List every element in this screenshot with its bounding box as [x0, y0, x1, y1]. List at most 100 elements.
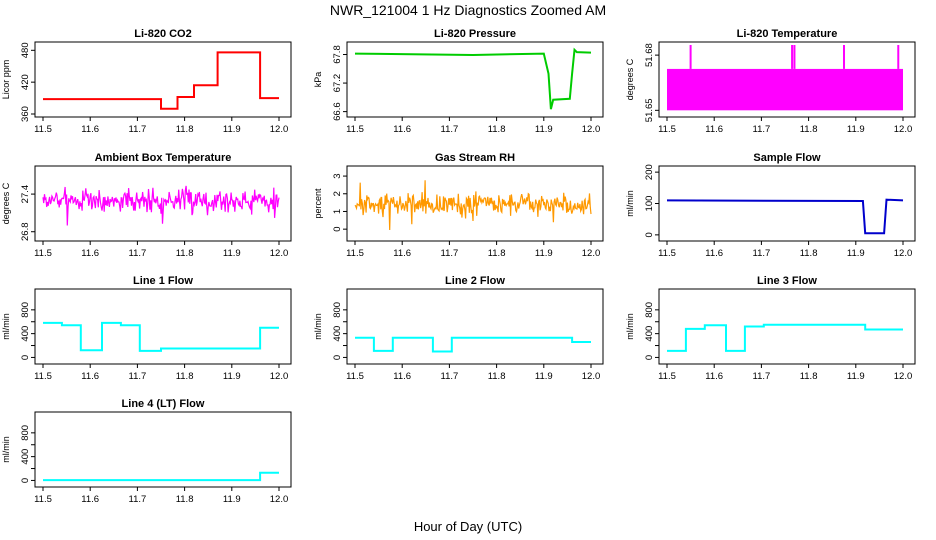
panel-title: Line 4 (LT) Flow [122, 398, 205, 410]
x-tick-label: 11.7 [441, 124, 459, 135]
y-tick-label: 0 [20, 355, 31, 360]
x-tick-label: 11.9 [535, 371, 553, 382]
x-tick-label: 11.9 [223, 124, 241, 135]
x-tick-label: 11.6 [393, 371, 411, 382]
y-tick-label: 1 [332, 209, 343, 214]
y-axis-label: degrees C [625, 58, 635, 100]
plot-frame [658, 288, 916, 365]
x-tick-label: 11.5 [346, 124, 364, 135]
x-tick-label: 11.7 [129, 124, 147, 135]
y-tick-label: 67.2 [332, 74, 343, 93]
y-axis-label: ml/min [313, 313, 323, 340]
y-axis-label: ml/min [625, 313, 635, 340]
plot-frame [34, 411, 292, 488]
y-tick-label: 420 [20, 74, 31, 90]
y-tick-label: 27.4 [20, 185, 31, 204]
y-tick-label: 51.65 [644, 98, 655, 122]
x-tick-label: 11.9 [223, 494, 241, 505]
x-tick-label: 11.7 [441, 248, 459, 259]
x-tick-label: 11.6 [393, 124, 411, 135]
panel-2: Li-820 Temperature 11.5 11.6 11.7 11.8 11.9 12… [625, 28, 916, 135]
plot-frame [346, 165, 604, 242]
x-tick-label: 11.5 [34, 124, 52, 135]
x-tick-label: 11.6 [705, 248, 723, 259]
y-tick-label: 67.8 [332, 45, 343, 64]
x-tick-label: 11.9 [847, 371, 865, 382]
series-group [666, 198, 904, 235]
series-line-0 [666, 198, 904, 235]
x-tick-label: 12.0 [582, 124, 601, 135]
panel-4: Gas Stream RH 11.5 11.6 11.7 11.8 11.9 12.0 0 1 2… [313, 152, 604, 259]
noise-series-line [354, 180, 592, 231]
y-tick-label: 200 [644, 164, 655, 180]
panel-title: Sample Flow [753, 152, 821, 164]
x-tick-label: 11.5 [658, 248, 676, 259]
series-line-0 [355, 336, 591, 353]
figure-title: NWR_121004 1 Hz Diagnostics Zoomed AM [330, 2, 606, 18]
x-tick-label: 11.8 [800, 371, 818, 382]
y-tick-label: 800 [644, 302, 655, 318]
x-tick-label: 11.8 [176, 494, 194, 505]
x-tick-label: 11.5 [346, 371, 364, 382]
x-tick-label: 11.5 [346, 248, 364, 259]
y-tick-label: 0 [644, 355, 655, 360]
plot-frame [34, 41, 292, 118]
x-tick-label: 11.6 [705, 124, 723, 135]
y-tick-label: 0 [644, 232, 655, 237]
x-tick-label: 11.8 [176, 124, 194, 135]
y-tick-label: 66.6 [332, 102, 343, 121]
x-tick-label: 11.7 [129, 494, 147, 505]
x-tick-label: 12.0 [894, 371, 913, 382]
x-tick-label: 11.8 [176, 371, 194, 382]
y-tick-label: 800 [20, 425, 31, 441]
y-tick-label: 360 [20, 106, 31, 122]
series-group [43, 321, 279, 352]
panel-title: Line 1 Flow [133, 275, 193, 287]
x-tick-label: 11.7 [753, 124, 771, 135]
x-tick-label: 11.7 [753, 371, 771, 382]
figure-xlabel: Hour of Day (UTC) [414, 519, 522, 534]
x-tick-label: 12.0 [894, 124, 913, 135]
panel-title: Gas Stream RH [435, 152, 515, 164]
series-group [355, 336, 591, 353]
y-tick-label: 400 [20, 449, 31, 465]
panel-3: Ambient Box Temperature 11.5 11.6 11.7 11.8 1… [1, 152, 292, 259]
x-tick-label: 11.6 [81, 248, 99, 259]
series-group [354, 47, 592, 110]
series-group [667, 45, 903, 111]
x-tick-label: 11.7 [753, 248, 771, 259]
x-tick-label: 11.9 [535, 124, 553, 135]
panel-6: Line 1 Flow 11.5 11.6 11.7 11.8 11.9 12.0 0 400 8… [1, 275, 292, 382]
series-line-0 [43, 321, 279, 352]
y-axis-label: ml/min [1, 436, 11, 463]
panel-title: Line 2 Flow [445, 275, 505, 287]
panel-1: Li-820 Pressure 11.5 11.6 11.7 11.8 11.9 12.0 6… [313, 28, 604, 135]
panel-title: Li-820 Pressure [434, 28, 516, 40]
y-axis-label: Licor ppm [1, 60, 11, 100]
x-tick-label: 11.8 [488, 124, 506, 135]
y-axis-label: ml/min [1, 313, 11, 340]
panel-5: Sample Flow 11.5 11.6 11.7 11.8 11.9 12.0 0 100 2… [625, 152, 916, 259]
x-tick-label: 11.9 [223, 371, 241, 382]
series-line-0 [354, 47, 592, 110]
x-tick-label: 12.0 [270, 248, 289, 259]
y-axis-label: kPa [313, 72, 323, 88]
plot-frame [346, 288, 604, 365]
x-tick-label: 11.6 [705, 371, 723, 382]
series-line-0 [667, 323, 903, 352]
x-tick-label: 11.6 [81, 124, 99, 135]
y-tick-label: 0 [332, 227, 343, 232]
panel-title: Line 3 Flow [757, 275, 817, 287]
series-line-0 [43, 471, 279, 482]
panel-grid: Li-820 CO2 11.5 11.6 11.7 11.8 11.9 12.0 360 420… [1, 28, 916, 505]
x-tick-label: 11.9 [847, 248, 865, 259]
y-tick-label: 0 [20, 478, 31, 483]
panel-8: Line 3 Flow 11.5 11.6 11.7 11.8 11.9 12.0 0 400 8… [625, 275, 916, 382]
x-tick-label: 11.8 [488, 248, 506, 259]
series-group [43, 51, 279, 110]
y-axis-label: degrees C [1, 182, 11, 224]
panel-title: Ambient Box Temperature [95, 152, 232, 164]
y-tick-label: 2 [332, 191, 343, 196]
plot-frame [346, 41, 604, 118]
x-tick-label: 12.0 [270, 494, 289, 505]
